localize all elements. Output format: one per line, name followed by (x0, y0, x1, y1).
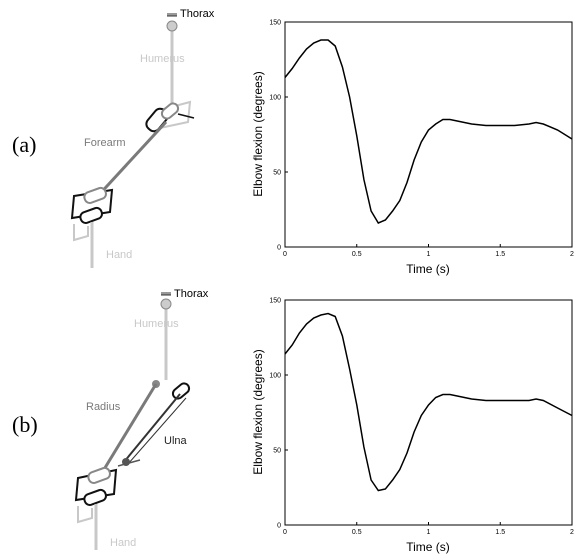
y-tick-label: 0 (277, 245, 281, 252)
x-tick-label: 0 (283, 251, 287, 258)
forearm-segment (94, 120, 168, 200)
model-a: Thorax Humerus Forearm Hand (a) (12, 8, 215, 268)
chart-a: 0 0.5 1 1.5 2 0 50 100 150 Time (s) Elbow flexi… (251, 20, 574, 277)
x-tick-label: 0.5 (352, 529, 362, 536)
y-axis-title-a: Elbow flexion (degrees) (251, 71, 265, 196)
ulna-cylinder-icon (171, 382, 191, 400)
shoulder-joint-icon (166, 20, 178, 32)
x-ticks-b: 0 0.5 1 1.5 2 (283, 522, 574, 536)
hand-label-b: Hand (110, 537, 136, 549)
x-tick-label: 0.5 (352, 251, 362, 258)
model-b: Thorax Humerus Radius Ulna Hand (b) (12, 288, 209, 550)
y-ticks-b: 0 50 100 150 (269, 298, 288, 530)
thorax-label: Thorax (180, 8, 215, 20)
thorax-ground-icon (167, 13, 177, 17)
y-tick-label: 100 (269, 95, 281, 102)
thorax-ground-icon-b (161, 292, 171, 296)
series-line-b (284, 312, 573, 492)
plot-frame-a (284, 21, 573, 248)
panel-label-b: (b) (12, 412, 38, 437)
y-tick-label: 150 (269, 20, 281, 27)
wrist-cylinder-icon (83, 186, 107, 204)
plot-frame-b (284, 299, 573, 526)
thorax-label-b: Thorax (174, 288, 209, 300)
radius-label: Radius (86, 401, 121, 413)
x-tick-label: 0 (283, 529, 287, 536)
x-ticks-a: 0 0.5 1 1.5 2 (283, 244, 574, 258)
ulna-segment (123, 393, 181, 463)
series-line-a (284, 39, 573, 224)
forearm-label: Forearm (84, 137, 126, 149)
y-tick-label: 100 (269, 373, 281, 380)
y-tick-label: 50 (273, 170, 281, 177)
y-tick-label: 0 (277, 523, 281, 530)
humerus-label-b: Humerus (134, 318, 179, 330)
y-tick-label: 50 (273, 448, 281, 455)
shoulder-joint-icon-b (160, 298, 172, 310)
x-axis-title-b: Time (s) (406, 540, 450, 554)
x-tick-label: 1 (427, 251, 431, 258)
humerus-label: Humerus (140, 53, 185, 65)
radius-segment (98, 383, 158, 477)
wrist-cylinder-2-icon (79, 206, 103, 224)
x-tick-label: 2 (570, 251, 574, 258)
ulna-label: Ulna (164, 435, 188, 447)
panel-label-a: (a) (12, 132, 36, 157)
wrist-cylinder-2-icon-b (83, 488, 107, 506)
elbow-cylinder-2-icon (160, 102, 180, 120)
y-axis-title-b: Elbow flexion (degrees) (251, 349, 265, 474)
x-axis-title-a: Time (s) (406, 262, 450, 276)
hand-label: Hand (106, 249, 132, 261)
x-tick-label: 1.5 (495, 529, 505, 536)
x-tick-label: 2 (570, 529, 574, 536)
x-tick-label: 1.5 (495, 251, 505, 258)
x-tick-label: 1 (427, 529, 431, 536)
chart-b: 0 0.5 1 1.5 2 0 50 100 150 Time (s) Elbow flexi… (251, 298, 574, 555)
y-ticks-a: 0 50 100 150 (269, 20, 288, 252)
wrist-cylinder-icon-b (87, 466, 111, 484)
y-tick-label: 150 (269, 298, 281, 305)
